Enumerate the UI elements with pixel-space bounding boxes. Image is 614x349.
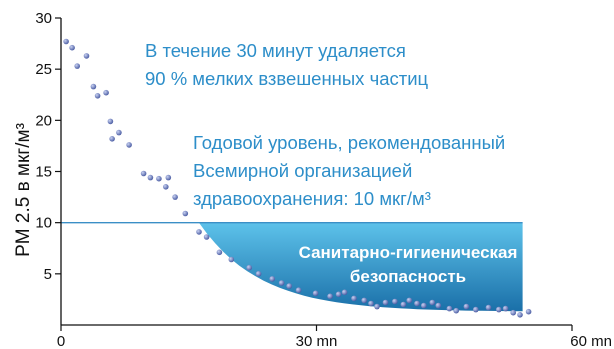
data-point	[107, 118, 114, 125]
data-point	[502, 305, 509, 312]
data-point	[341, 289, 348, 296]
annotation-who-line-1: Годовой уровень, рекомендованный	[193, 132, 505, 153]
data-point	[94, 93, 101, 99]
data-point	[368, 300, 374, 307]
y-tick-label: 5	[44, 266, 52, 283]
annotation-removal-line-2: 90 % мелких взвешенных частиц	[145, 68, 429, 89]
x-tick-label: 30 mn	[296, 333, 338, 349]
data-points	[63, 38, 532, 318]
data-point	[255, 271, 262, 277]
data-point	[400, 301, 407, 308]
data-point	[392, 298, 398, 305]
data-point	[351, 295, 357, 302]
data-point	[228, 256, 235, 263]
data-point	[90, 83, 97, 90]
data-point	[446, 305, 453, 312]
y-tick-label: 10	[35, 215, 52, 232]
safety-band-area	[198, 222, 523, 312]
data-point	[172, 194, 178, 200]
data-point	[473, 306, 479, 313]
safety-band-label-line-2: безопасность	[350, 267, 466, 286]
data-point	[126, 142, 132, 148]
data-point	[406, 297, 413, 304]
data-point	[374, 303, 380, 310]
data-point	[109, 136, 115, 142]
annotation-removal-line-1: В течение 30 минут удаляется	[145, 40, 406, 61]
data-point	[382, 299, 389, 306]
data-point	[63, 38, 69, 45]
data-point	[327, 293, 333, 300]
data-point	[414, 300, 420, 307]
y-tick-label: 30	[35, 10, 52, 27]
data-point	[196, 229, 202, 235]
data-point	[216, 249, 223, 256]
data-point	[147, 174, 154, 181]
data-point	[246, 264, 252, 271]
data-point	[269, 276, 276, 282]
annotation-who-line-3: здравоохранения: 10 мкг/м³	[193, 188, 431, 209]
data-point	[485, 304, 492, 311]
annotation-who-level: Годовой уровень, рекомендованный Всемирн…	[193, 132, 505, 209]
data-point	[69, 44, 75, 51]
y-tick-label: 25	[35, 61, 52, 78]
data-point	[429, 299, 436, 306]
y-tick-label: 20	[35, 112, 52, 129]
x-tick-label: 0	[57, 333, 65, 349]
data-point	[203, 234, 210, 240]
data-point	[435, 302, 442, 309]
safety-band	[61, 221, 523, 312]
data-point	[278, 280, 285, 286]
axes: 5 10 15 20 25 30 0 30 mn 60 mn	[35, 10, 612, 349]
data-point	[510, 309, 516, 316]
data-point	[421, 302, 427, 309]
y-axis-label: PM 2.5 в мкг/м³	[13, 123, 34, 257]
data-point	[361, 297, 368, 304]
data-point	[525, 308, 532, 315]
data-point	[453, 307, 460, 314]
data-point	[74, 63, 80, 69]
data-point	[116, 129, 122, 136]
annotation-who-line-2: Всемирной организацией	[193, 160, 412, 181]
data-point	[295, 287, 302, 294]
x-tick-label: 60 mn	[570, 333, 612, 349]
data-point	[165, 174, 172, 181]
data-point	[83, 53, 90, 59]
safety-band-label-line-1: Санитарно-гигиеническая	[299, 243, 518, 262]
data-point	[335, 291, 342, 298]
data-point	[463, 303, 470, 310]
data-point	[103, 89, 109, 96]
safety-band-label: Санитарно-гигиеническая безопасность	[299, 243, 518, 286]
data-point	[156, 175, 162, 182]
data-point	[286, 283, 293, 289]
data-point	[182, 210, 189, 217]
y-tick-label: 15	[35, 164, 52, 181]
data-point	[517, 312, 523, 318]
data-point	[496, 306, 502, 313]
data-point	[312, 290, 319, 297]
annotation-removal: В течение 30 минут удаляется 90 % мелких…	[145, 40, 429, 89]
data-point	[163, 184, 169, 190]
data-point	[140, 170, 147, 177]
